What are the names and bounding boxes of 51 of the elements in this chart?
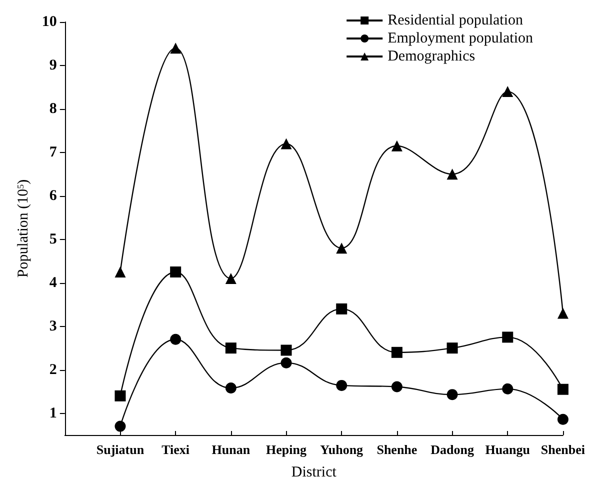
point: [170, 266, 182, 278]
y-tick-label: 8: [49, 100, 57, 117]
y-tick-label: 2: [49, 362, 57, 378]
point: [280, 138, 292, 150]
point: [446, 342, 458, 354]
point: [336, 242, 348, 254]
point: [446, 389, 458, 400]
y-tick-label: 3: [49, 318, 57, 334]
point: [336, 380, 348, 391]
point: [557, 308, 568, 319]
legend-label: Employment population: [388, 30, 534, 46]
point: [225, 272, 236, 284]
x-tick-label: Yuhong: [320, 442, 364, 457]
point: [391, 381, 402, 392]
y-tick-label: 7: [49, 144, 58, 160]
point: [391, 346, 402, 358]
x-tick-label: Huangu: [485, 442, 530, 457]
x-tick-label: Shenbei: [540, 442, 586, 457]
y-tick-label: 9: [49, 57, 57, 74]
point: [225, 382, 236, 394]
point: [557, 384, 568, 395]
point: [446, 168, 458, 180]
point: [557, 414, 568, 425]
x-tick-label: Shenhe: [376, 442, 418, 457]
point: [502, 332, 514, 343]
y-axis-title: Population (105): [16, 179, 32, 278]
y-tick-label: 5: [49, 231, 57, 248]
y-tick-label: 4: [49, 274, 58, 291]
y-tick-label: 6: [49, 188, 58, 204]
point: [336, 303, 348, 314]
x-tick-label: Heping: [266, 442, 307, 457]
point: [114, 390, 126, 402]
point: [225, 342, 236, 354]
legend-label: Demographics: [388, 48, 476, 64]
point: [502, 383, 514, 394]
y-tick-label: 1: [49, 405, 57, 422]
point: [170, 42, 182, 54]
x-tick-label: Sujiatun: [96, 442, 145, 457]
point: [114, 420, 126, 432]
legend-label: Residential population: [388, 12, 524, 28]
x-axis-title: District: [291, 464, 338, 480]
x-tick-label: Tiexi: [162, 442, 190, 457]
point: [114, 266, 126, 278]
point: [502, 86, 514, 98]
point: [170, 334, 182, 345]
y-tick-label: 10: [42, 14, 57, 30]
x-tick-label: Hunan: [212, 442, 251, 457]
x-tick-label: Dadong: [430, 442, 474, 457]
point: [391, 140, 402, 152]
point: [280, 344, 292, 356]
point: [280, 357, 292, 368]
